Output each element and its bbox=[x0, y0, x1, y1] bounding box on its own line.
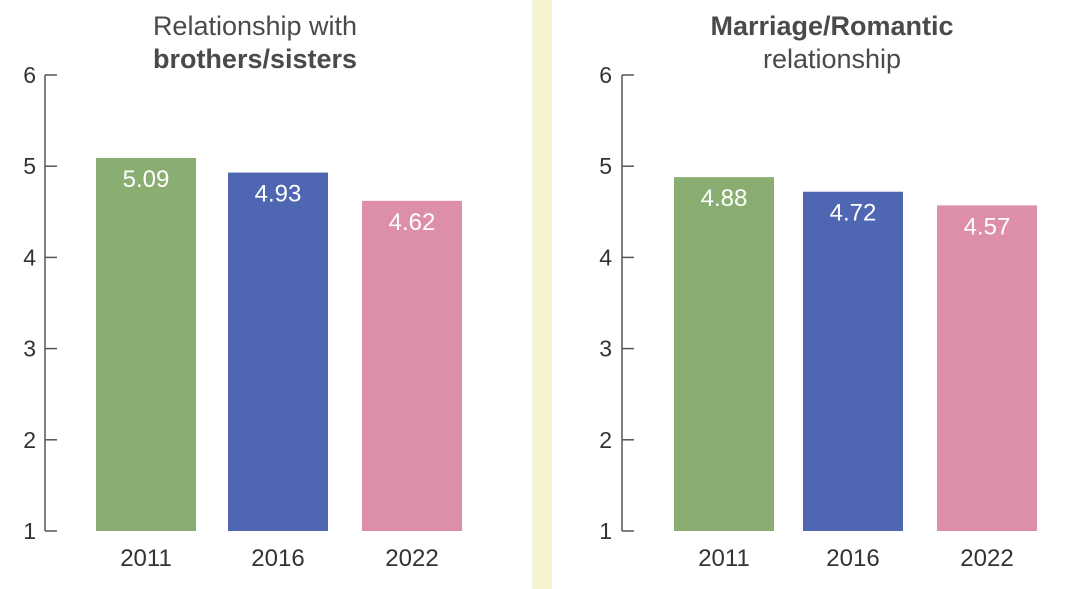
y-tick-label: 4 bbox=[599, 244, 612, 270]
bar-value-label: 5.09 bbox=[123, 166, 170, 193]
y-tick-label: 6 bbox=[599, 62, 612, 88]
chart-panel-romantic: Marriage/Romantic relationship 1 2 3 4 5 6 4.8… bbox=[552, 0, 1080, 589]
x-category-label: 2011 bbox=[120, 545, 172, 572]
bar-2022 bbox=[937, 205, 1037, 531]
bar-2016 bbox=[228, 172, 328, 532]
x-category-label: 2022 bbox=[385, 545, 438, 572]
bar-value-label: 4.72 bbox=[830, 200, 877, 227]
chart-title-line-2: relationship bbox=[762, 44, 902, 74]
chart-title-romantic: Marriage/Romantic relationship bbox=[552, 10, 1080, 76]
bar-value-label: 4.88 bbox=[701, 185, 748, 212]
y-tick-label: 5 bbox=[599, 153, 612, 179]
bar-2022 bbox=[362, 200, 462, 531]
y-tick-label: 1 bbox=[599, 518, 612, 544]
y-tick-label: 3 bbox=[23, 336, 36, 362]
x-category-label: 2022 bbox=[960, 545, 1013, 572]
y-tick-label: 6 bbox=[23, 62, 36, 88]
x-category-label: 2011 bbox=[698, 545, 750, 572]
y-tick-label: 5 bbox=[23, 153, 36, 179]
chart-title-line-1: Relationship with bbox=[152, 11, 358, 41]
bar-2011 bbox=[674, 177, 774, 532]
bar-value-label: 4.62 bbox=[389, 209, 436, 236]
chart-title-line-1: Marriage/Romantic bbox=[710, 11, 954, 41]
chart-title-line-2: brothers/sisters bbox=[152, 44, 358, 74]
bar-2016 bbox=[803, 191, 903, 531]
y-tick-label: 4 bbox=[23, 244, 36, 270]
bar-chart-siblings: 1 2 3 4 5 6 5.09 2011 4.93 2016 4.62 2022 bbox=[23, 62, 462, 572]
bar-chart-romantic: 1 2 3 4 5 6 4.88 2011 4.72 2016 4.57 2022 bbox=[599, 62, 1037, 572]
x-category-label: 2016 bbox=[251, 545, 304, 572]
bar-value-label: 4.93 bbox=[255, 181, 302, 208]
panel-divider bbox=[532, 0, 552, 589]
chart-title-siblings: Relationship with brothers/sisters bbox=[20, 10, 490, 76]
y-tick-label: 2 bbox=[23, 427, 36, 453]
y-tick-label: 3 bbox=[599, 336, 612, 362]
bar-2011 bbox=[96, 157, 196, 531]
y-tick-label: 2 bbox=[599, 427, 612, 453]
bar-value-label: 4.57 bbox=[964, 213, 1011, 240]
x-category-label: 2016 bbox=[826, 545, 879, 572]
y-tick-label: 1 bbox=[23, 518, 36, 544]
chart-panel-siblings: Relationship with brothers/sisters 1 2 3 4 5… bbox=[0, 0, 530, 589]
